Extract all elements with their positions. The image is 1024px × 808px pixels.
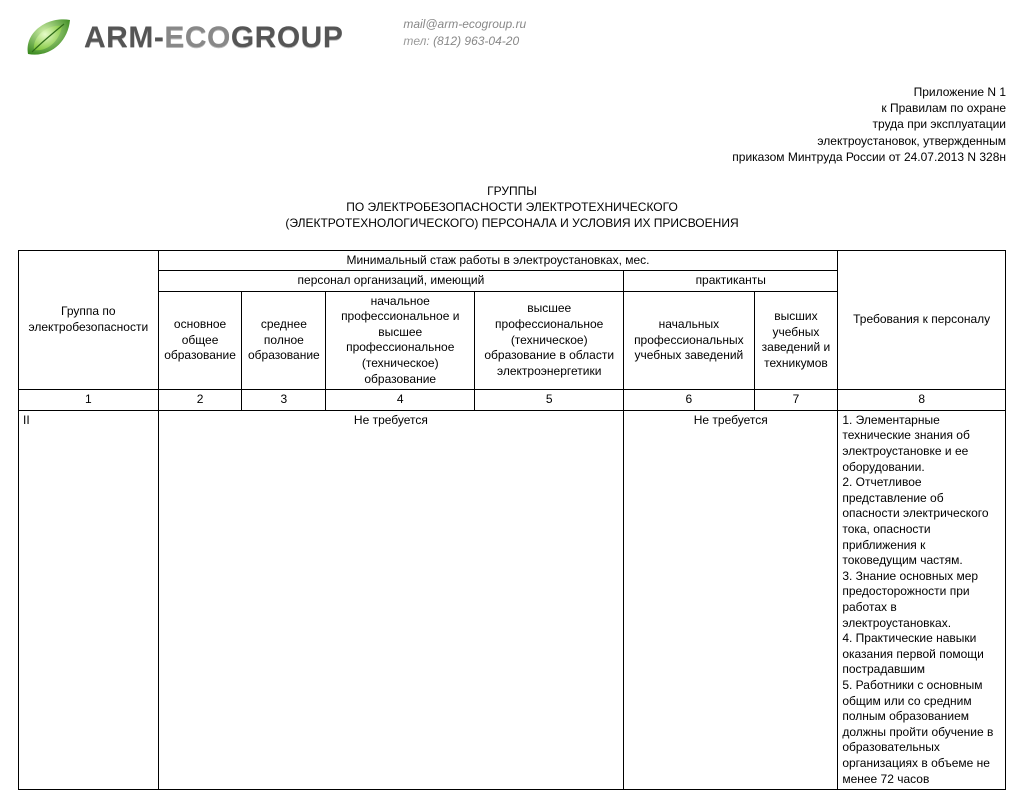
title-line: ГРУППЫ [18,183,1006,199]
appendix-line: труда при эксплуатации [18,116,1006,132]
appendix-line: приказом Минтруда России от 24.07.2013 N… [18,149,1006,165]
cell-not-required-b: Не требуется [624,410,838,789]
th-req: Требования к персоналу [838,250,1006,390]
th-c6: начальных профессиональных учебных завед… [624,291,754,390]
column-number-row: 1 2 3 4 5 6 7 8 [19,390,1006,411]
title-line: (ЭЛЕКТРОТЕХНОЛОГИЧЕСКОГО) ПЕРСОНАЛА И УС… [18,215,1006,231]
cell-not-required-a: Не требуется [158,410,624,789]
tel-number: (812) 963-04-20 [433,34,519,48]
colnum-cell: 6 [624,390,754,411]
appendix-line: электроустановок, утвержденным [18,133,1006,149]
th-personnel: персонал организаций, имеющий [158,271,624,292]
logo: ARM-ECOGROUP [18,12,343,64]
appendix-line: Приложение N 1 [18,84,1006,100]
cell-requirements: 1. Элементарные технические знания об эл… [838,410,1006,789]
logo-text: ARM-ECOGROUP [84,23,343,53]
contact-block: mail@arm-ecogroup.ru тел: (812) 963-04-2… [403,16,526,50]
th-c4: начальное профессиональное и высшее проф… [326,291,475,390]
appendix-line: к Правилам по охране [18,100,1006,116]
th-stage: Минимальный стаж работы в электроустанов… [158,250,838,271]
colnum-cell: 3 [242,390,326,411]
appendix-block: Приложение N 1 к Правилам по охране труд… [18,84,1006,165]
main-table: Группа по электробезопасности Минимальны… [18,250,1006,791]
title-line: ПО ЭЛЕКТРОБЕЗОПАСНОСТИ ЭЛЕКТРОТЕХНИЧЕСКО… [18,199,1006,215]
contact-tel-row: тел: (812) 963-04-20 [403,33,526,50]
colnum-cell: 2 [158,390,242,411]
th-c3: среднее полное образование [242,291,326,390]
leaf-icon [18,12,78,64]
document-title: ГРУППЫ ПО ЭЛЕКТРОБЕЗОПАСНОСТИ ЭЛЕКТРОТЕХ… [18,183,1006,232]
colnum-cell: 8 [838,390,1006,411]
page-header: ARM-ECOGROUP mail@arm-ecogroup.ru тел: (… [18,12,1006,64]
table-row: II Не требуется Не требуется 1. Элемента… [19,410,1006,789]
logo-part-2: ECO [164,21,231,54]
colnum-cell: 1 [19,390,159,411]
table-head: Группа по электробезопасности Минимальны… [19,250,1006,390]
contact-email: mail@arm-ecogroup.ru [403,16,526,33]
th-c2: основное общее образование [158,291,242,390]
logo-part-1: ARM- [84,21,164,54]
tel-label: тел: [403,34,429,48]
th-c7: высших учебных заведений и техникумов [754,291,838,390]
colnum-cell: 5 [475,390,624,411]
colnum-cell: 7 [754,390,838,411]
th-praktikanty: практиканты [624,271,838,292]
th-c5: высшее профессиональное (техническое) об… [475,291,624,390]
colnum-cell: 4 [326,390,475,411]
th-group: Группа по электробезопасности [19,250,159,390]
cell-group: II [19,410,159,789]
logo-part-3: GROUP [231,21,344,54]
